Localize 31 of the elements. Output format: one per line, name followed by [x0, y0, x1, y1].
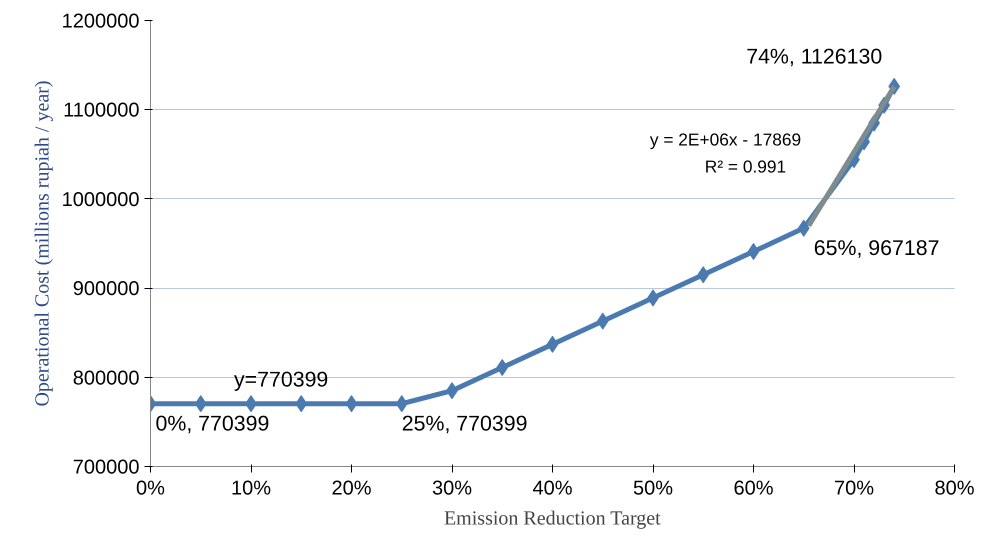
y-tick-label: 700000 [72, 456, 140, 478]
y-tick-label: 800000 [72, 367, 140, 390]
x-tick-label: 10% [230, 478, 272, 500]
x-tick-label: 40% [532, 478, 573, 500]
y-tick-label: 1000000 [62, 188, 140, 211]
x-tick-label: 50% [632, 478, 674, 500]
annotation: 0%, 770399 [156, 412, 270, 436]
point [596, 312, 609, 330]
annotation: R² = 0.991 [704, 156, 786, 176]
x-tick-label: 70% [834, 478, 874, 500]
point [496, 358, 508, 376]
point [396, 395, 408, 412]
annotation: 25%, 770399 [402, 412, 528, 436]
point [295, 395, 308, 412]
x-tick-label: 20% [331, 478, 372, 500]
annotation: y = 2E+06x - 17869 [650, 130, 802, 150]
annotation: 74%, 1126130 [746, 44, 882, 68]
x-tick-label: 80% [934, 478, 975, 500]
x-axis-title: Emission Reduction Target [444, 508, 662, 530]
y-tick-label: 900000 [72, 278, 140, 300]
x-tick-label: 30% [432, 478, 472, 500]
point [798, 220, 810, 237]
point [194, 395, 207, 412]
x-tick-label: 60% [733, 478, 774, 500]
point [697, 266, 710, 284]
x-tick-label: 0% [136, 478, 166, 500]
annotation: 65%, 967187 [814, 236, 940, 260]
annotation: y=770399 [234, 368, 328, 392]
y-tick-label: 1100000 [63, 100, 140, 122]
y-tick-label: 1200000 [62, 10, 140, 32]
y-axis-title: Operational Cost (millions rupiah / year) [32, 80, 54, 407]
